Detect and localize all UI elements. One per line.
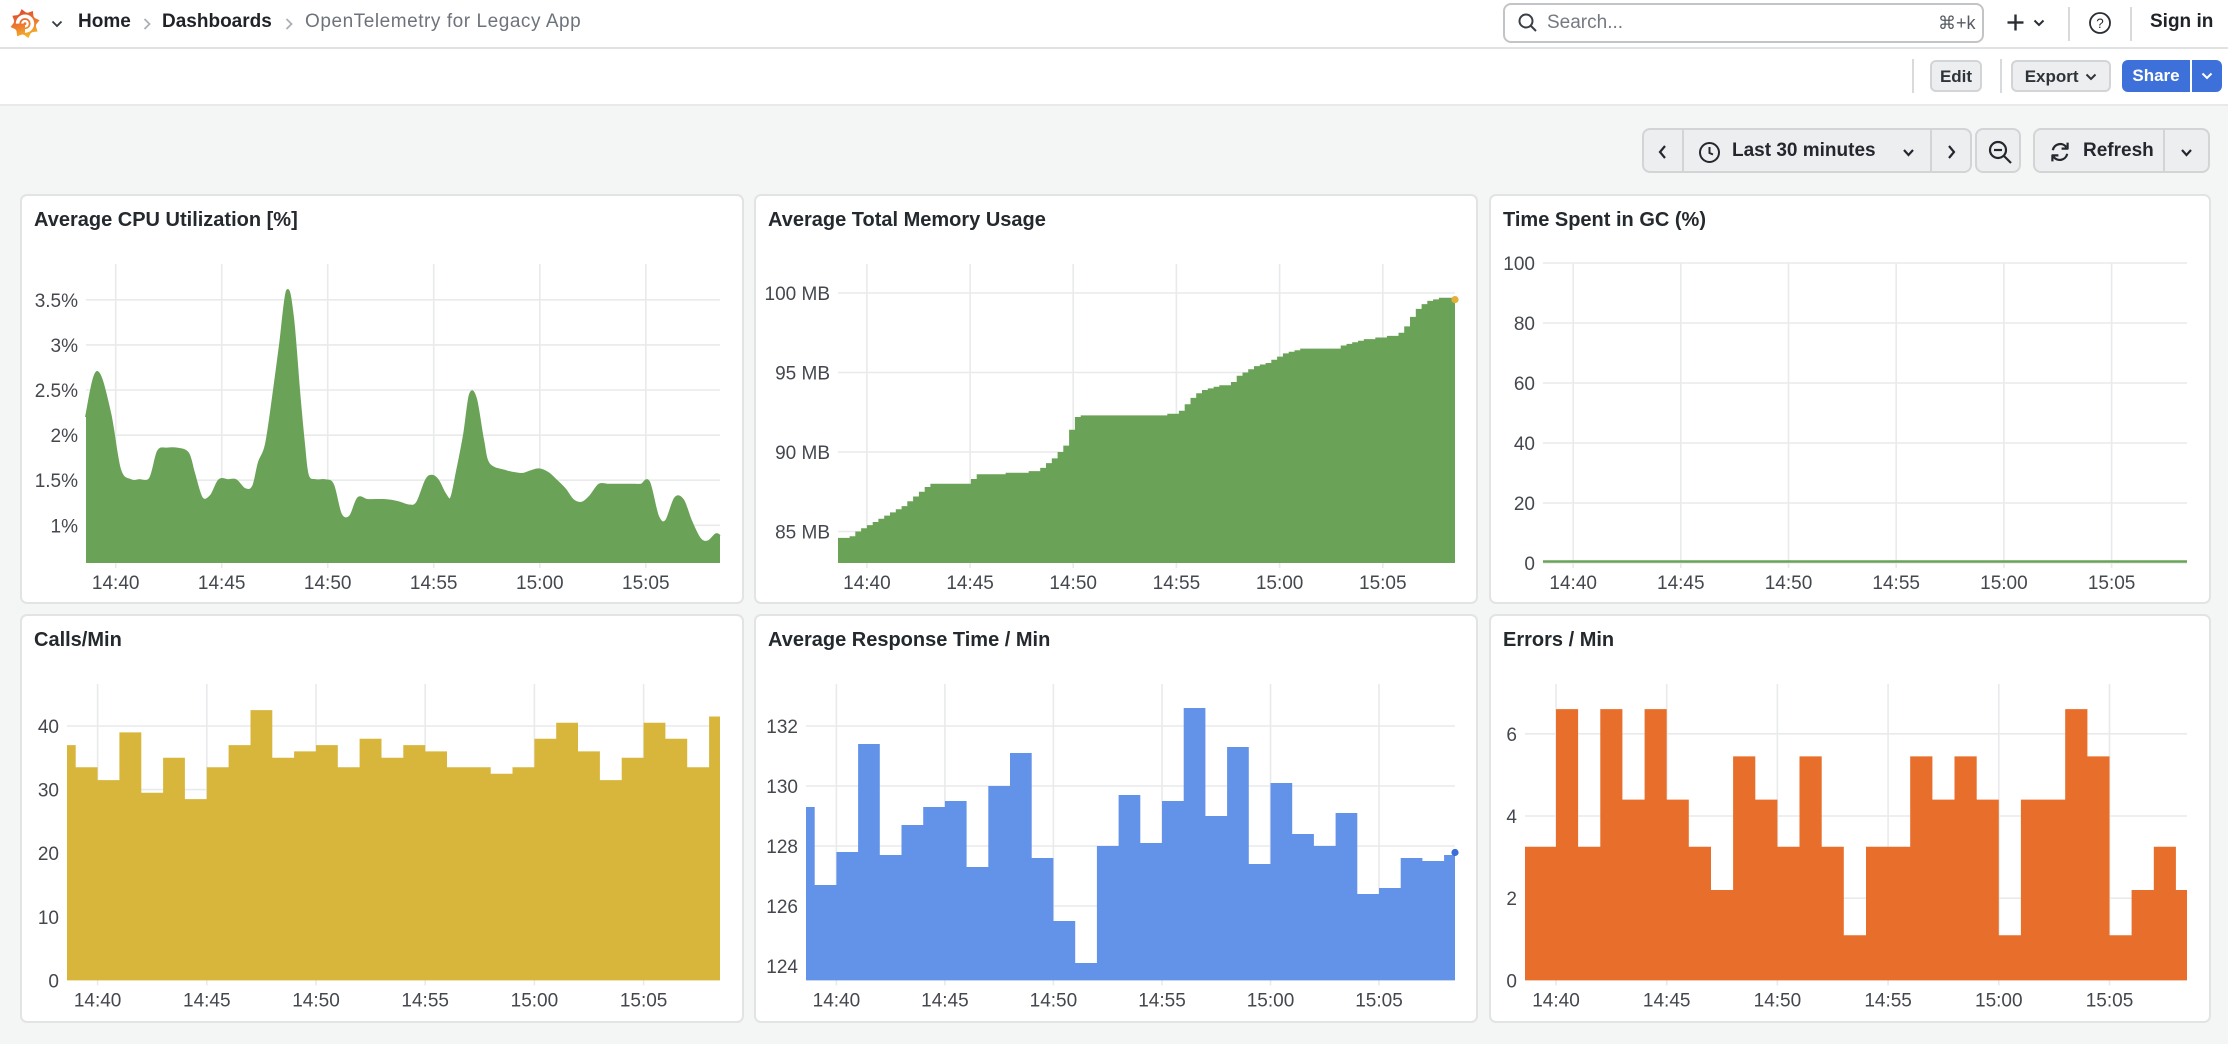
svg-text:1%: 1%	[51, 516, 79, 537]
svg-text:14:50: 14:50	[1765, 573, 1813, 594]
svg-text:15:00: 15:00	[1247, 990, 1295, 1011]
svg-text:14:55: 14:55	[410, 573, 458, 594]
svg-text:2%: 2%	[51, 426, 79, 447]
svg-text:3%: 3%	[51, 336, 79, 357]
svg-text:14:50: 14:50	[304, 573, 352, 594]
svg-text:14:50: 14:50	[1030, 990, 1078, 1011]
svg-text:14:55: 14:55	[401, 990, 449, 1011]
svg-text:14:40: 14:40	[1532, 990, 1580, 1011]
svg-text:Average CPU Utilization [%]: Average CPU Utilization [%]	[34, 209, 298, 231]
svg-text:20: 20	[38, 844, 59, 865]
svg-text:1.5%: 1.5%	[35, 471, 78, 492]
svg-text:14:55: 14:55	[1138, 990, 1186, 1011]
svg-text:126: 126	[766, 897, 798, 918]
svg-text:15:05: 15:05	[2086, 990, 2134, 1011]
svg-text:130: 130	[766, 777, 798, 798]
svg-text:90 MB: 90 MB	[775, 443, 830, 464]
svg-text:15:00: 15:00	[1980, 573, 2028, 594]
svg-text:100: 100	[1503, 254, 1535, 275]
svg-text:14:45: 14:45	[1657, 573, 1705, 594]
svg-text:2: 2	[1506, 889, 1517, 910]
svg-text:4: 4	[1506, 807, 1517, 828]
svg-text:Errors / Min: Errors / Min	[1503, 629, 1614, 651]
svg-text:95 MB: 95 MB	[775, 364, 830, 385]
svg-text:?: ?	[2096, 16, 2104, 31]
svg-text:85 MB: 85 MB	[775, 523, 830, 544]
svg-text:14:50: 14:50	[1754, 990, 1802, 1011]
svg-text:14:45: 14:45	[946, 573, 994, 594]
svg-text:Calls/Min: Calls/Min	[34, 629, 122, 651]
svg-text:14:55: 14:55	[1872, 573, 1920, 594]
svg-text:10: 10	[38, 908, 59, 929]
svg-text:14:45: 14:45	[1643, 990, 1691, 1011]
svg-text:14:40: 14:40	[92, 573, 140, 594]
svg-text:14:45: 14:45	[198, 573, 246, 594]
svg-text:14:50: 14:50	[292, 990, 340, 1011]
svg-text:15:05: 15:05	[622, 573, 670, 594]
svg-text:Average Total Memory Usage: Average Total Memory Usage	[768, 209, 1046, 231]
svg-text:15:05: 15:05	[620, 990, 668, 1011]
svg-text:14:55: 14:55	[1153, 573, 1201, 594]
svg-text:0: 0	[1506, 971, 1517, 992]
svg-text:15:05: 15:05	[1359, 573, 1407, 594]
svg-text:30: 30	[38, 781, 59, 802]
svg-text:100 MB: 100 MB	[765, 284, 830, 305]
svg-text:14:50: 14:50	[1049, 573, 1097, 594]
svg-text:14:45: 14:45	[921, 990, 969, 1011]
svg-text:132: 132	[766, 717, 798, 738]
svg-text:2.5%: 2.5%	[35, 381, 78, 402]
svg-text:15:00: 15:00	[1975, 990, 2023, 1011]
svg-text:Time Spent in GC (%): Time Spent in GC (%)	[1503, 209, 1706, 231]
svg-text:15:00: 15:00	[511, 990, 559, 1011]
svg-text:60: 60	[1514, 374, 1535, 395]
svg-text:0: 0	[1524, 554, 1535, 575]
svg-text:15:05: 15:05	[1355, 990, 1403, 1011]
svg-text:128: 128	[766, 837, 798, 858]
svg-text:40: 40	[38, 717, 59, 738]
svg-text:15:00: 15:00	[1256, 573, 1304, 594]
svg-text:Average Response Time / Min: Average Response Time / Min	[768, 629, 1050, 651]
svg-text:15:00: 15:00	[516, 573, 564, 594]
svg-text:14:40: 14:40	[74, 990, 122, 1011]
svg-text:124: 124	[766, 957, 798, 978]
svg-text:80: 80	[1514, 314, 1535, 335]
svg-text:3.5%: 3.5%	[35, 291, 78, 312]
svg-text:40: 40	[1514, 434, 1535, 455]
svg-text:14:55: 14:55	[1864, 990, 1912, 1011]
svg-text:14:40: 14:40	[843, 573, 891, 594]
svg-text:20: 20	[1514, 494, 1535, 515]
svg-text:15:05: 15:05	[2088, 573, 2136, 594]
svg-text:0: 0	[48, 971, 59, 992]
svg-text:6: 6	[1506, 725, 1517, 746]
svg-text:14:40: 14:40	[1549, 573, 1597, 594]
svg-text:14:40: 14:40	[813, 990, 861, 1011]
svg-text:14:45: 14:45	[183, 990, 231, 1011]
